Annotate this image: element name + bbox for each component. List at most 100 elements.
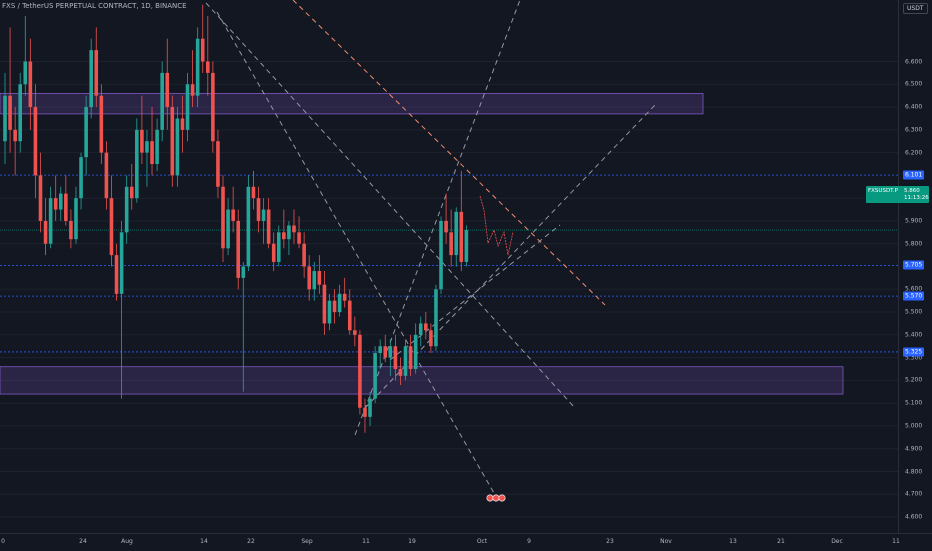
candle-body xyxy=(332,300,337,313)
time-axis[interactable]: 0 24 Aug 14 22 Sep 11 19 Oct 9 23 Nov 13 21 Dec 11 xyxy=(0,533,932,551)
candle-body xyxy=(145,141,149,153)
bar-countdown: 11:13:26 xyxy=(904,195,929,201)
time-tick: 24 xyxy=(79,538,87,545)
trend-line xyxy=(389,224,561,361)
candle-body xyxy=(403,346,408,376)
candle-body xyxy=(256,198,261,221)
currency-button[interactable]: USDT xyxy=(903,3,928,14)
candle-body xyxy=(206,61,210,73)
candle-body xyxy=(155,129,159,164)
candle-body xyxy=(398,369,403,376)
price-tick: 5.500 xyxy=(905,308,923,316)
candle-body xyxy=(302,243,306,267)
time-tick: 0 xyxy=(1,538,5,545)
candle-body xyxy=(216,141,220,187)
candle-body xyxy=(434,289,438,347)
trend-line xyxy=(205,2,576,409)
price-tick: 5.800 xyxy=(905,240,923,248)
candle-body xyxy=(418,323,423,335)
candle-body xyxy=(119,232,124,294)
price-axis[interactable]: 6.6006.5006.4006.3006.2006.0005.9005.800… xyxy=(898,0,932,533)
current-price-value: 5.860 xyxy=(904,188,920,194)
candle-body xyxy=(226,209,230,249)
time-tick: Dec xyxy=(831,538,843,545)
candle-body xyxy=(104,152,109,199)
price-tick: 5.600 xyxy=(905,285,923,293)
candle-body xyxy=(160,72,164,130)
candle-body xyxy=(368,398,372,417)
candle-body xyxy=(170,107,175,176)
candle-body xyxy=(211,72,215,142)
candle-body xyxy=(8,95,12,130)
time-tick: 22 xyxy=(247,538,255,545)
candle-body xyxy=(236,220,241,278)
symbol-title: FXS / TetherUS PERPETUAL CONTRACT, 1D, B… xyxy=(2,2,187,10)
candle-body xyxy=(3,95,7,142)
candle-body xyxy=(48,198,53,244)
supply-demand-zone xyxy=(0,92,704,115)
price-tick: 5.100 xyxy=(905,399,923,407)
candle-body xyxy=(322,284,327,324)
trend-line xyxy=(364,104,656,409)
candle-body xyxy=(312,271,317,290)
price-tick: 4.600 xyxy=(905,513,923,521)
current-price-symbol: FXSUSDT.P xyxy=(868,188,898,194)
candle-body xyxy=(175,118,180,176)
candlestick-chart[interactable] xyxy=(0,0,898,533)
time-tick: Nov xyxy=(660,538,672,545)
candle-body xyxy=(297,232,301,244)
candle-body xyxy=(464,230,469,262)
candle-body xyxy=(347,300,352,331)
price-tick: 6.200 xyxy=(905,149,923,157)
candle-body xyxy=(342,293,347,301)
candle-body xyxy=(353,330,357,335)
chart-area[interactable]: FXS / TetherUS PERPETUAL CONTRACT, 1D, B… xyxy=(0,0,898,533)
candle-body xyxy=(413,334,418,369)
candle-body xyxy=(292,225,296,233)
candle-body xyxy=(363,407,367,417)
event-marker-icon xyxy=(492,494,500,502)
candle-body xyxy=(135,129,139,199)
price-level-label: 5.705 xyxy=(903,260,925,270)
candle-body xyxy=(251,186,256,199)
candle-body xyxy=(358,334,362,408)
candle-body xyxy=(94,50,99,96)
time-tick: 21 xyxy=(777,538,785,545)
time-tick: 23 xyxy=(606,538,614,545)
time-tick: 13 xyxy=(729,538,737,545)
price-tick: 4.800 xyxy=(905,468,923,475)
trend-line xyxy=(354,0,521,436)
candle-body xyxy=(449,232,453,256)
candle-body xyxy=(190,84,195,96)
candle-body xyxy=(261,209,266,221)
candle-body xyxy=(114,255,119,294)
candle-body xyxy=(33,107,38,176)
candle-body xyxy=(140,129,144,153)
time-tick: Aug xyxy=(121,538,133,545)
candle-body xyxy=(18,84,23,142)
projection-path xyxy=(479,195,514,256)
candle-body xyxy=(429,330,433,347)
candle-body xyxy=(28,61,33,108)
price-tick: 5.000 xyxy=(905,422,923,430)
price-level-label: 5.325 xyxy=(903,347,925,357)
candle-body xyxy=(99,95,104,153)
candle-body xyxy=(74,198,78,240)
candle-body xyxy=(13,129,17,142)
candle-body xyxy=(23,61,28,85)
price-tick: 5.400 xyxy=(905,331,923,339)
candle-body xyxy=(337,293,342,313)
price-level-label: 5.570 xyxy=(903,291,925,301)
time-tick: 11 xyxy=(362,538,370,545)
candle-body xyxy=(38,175,43,221)
price-tick: 6.300 xyxy=(905,126,923,134)
candle-body xyxy=(424,323,428,331)
time-tick: Sep xyxy=(301,538,313,545)
supply-demand-zone xyxy=(0,366,844,395)
candle-body xyxy=(79,157,83,199)
candle-body xyxy=(231,209,235,221)
candle-body xyxy=(150,141,154,164)
price-tick: 4.700 xyxy=(905,490,923,498)
candle-body xyxy=(459,211,464,262)
candle-body xyxy=(241,266,246,278)
